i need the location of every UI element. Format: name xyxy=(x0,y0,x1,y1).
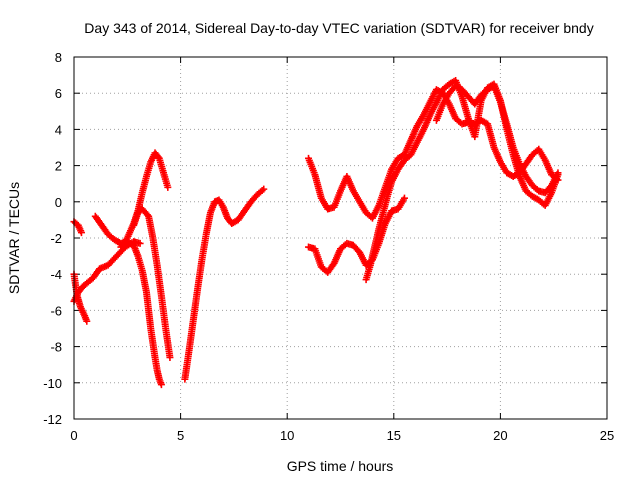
y-tick-label: 2 xyxy=(55,159,62,174)
data-point xyxy=(136,239,144,247)
data-series xyxy=(70,77,562,389)
x-tick-label: 20 xyxy=(493,428,507,443)
x-tick-label: 25 xyxy=(600,428,614,443)
series-track-1 xyxy=(70,218,85,237)
y-tick-label: 0 xyxy=(55,195,62,210)
data-point xyxy=(164,183,172,191)
series-track-9 xyxy=(305,194,408,276)
plot-frame xyxy=(73,56,608,420)
y-tick-label: -4 xyxy=(50,267,62,282)
data-point xyxy=(554,169,562,177)
y-tick-label: 6 xyxy=(55,86,62,101)
data-point xyxy=(83,317,91,325)
y-tick-label: -10 xyxy=(43,376,62,391)
x-tick-label: 5 xyxy=(177,428,184,443)
axis-ticks: 0 5 10 15 20 25 -12 -10 -8 -6 -4 -2 0 2 4 6 8 xyxy=(43,50,614,443)
y-tick-label: 8 xyxy=(55,50,62,65)
x-axis-label: GPS time / hours xyxy=(287,458,394,474)
chart-title: Day 343 of 2014, Sidereal Day-to-day VTE… xyxy=(84,20,593,36)
data-point xyxy=(157,381,165,389)
data-point xyxy=(260,185,268,193)
series-track-7 xyxy=(181,185,268,383)
y-tick-label: -2 xyxy=(50,231,62,246)
series-track-6 xyxy=(130,205,174,361)
series-track-8 xyxy=(305,86,562,222)
x-tick-label: 10 xyxy=(280,428,294,443)
x-tick-label: 0 xyxy=(70,428,77,443)
series-track-4 xyxy=(91,212,165,389)
data-point xyxy=(166,353,174,361)
y-tick-label: -8 xyxy=(50,340,62,355)
series-track-10 xyxy=(362,77,562,284)
y-tick-label: -6 xyxy=(50,303,62,318)
y-axis-label: SDTVAR / TECUs xyxy=(6,182,22,294)
data-point xyxy=(77,229,85,237)
y-tick-label: -12 xyxy=(43,412,62,427)
data-point xyxy=(400,194,408,202)
x-tick-label: 15 xyxy=(387,428,401,443)
series-track-11 xyxy=(432,82,562,197)
y-tick-label: 4 xyxy=(55,122,62,137)
series-track-5 xyxy=(117,149,172,251)
